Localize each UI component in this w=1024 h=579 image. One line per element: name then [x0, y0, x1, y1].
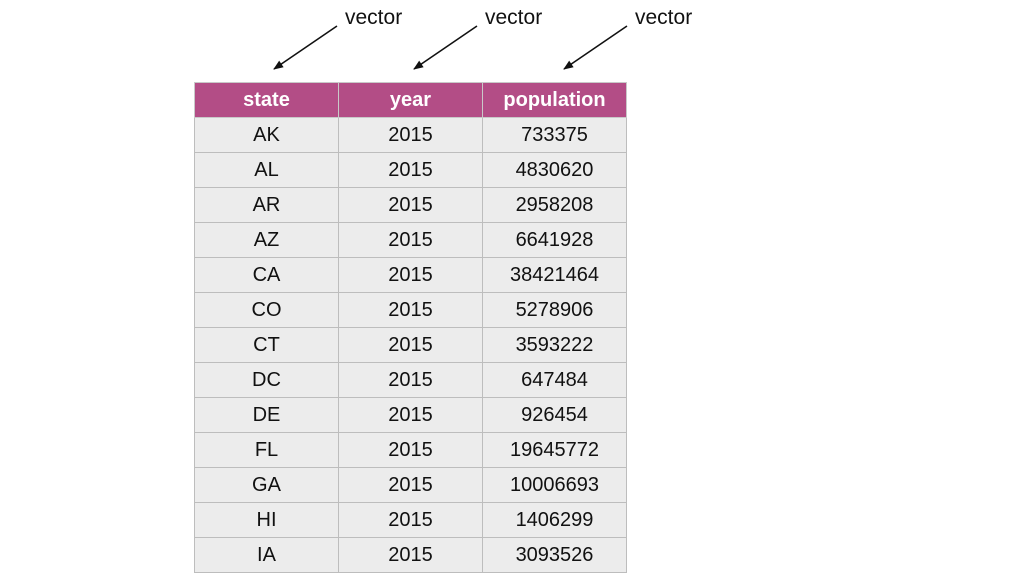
cell-population: 3593222: [482, 327, 627, 363]
table-row: FL 2015 19645772: [194, 432, 627, 468]
cell-population: 4830620: [482, 152, 627, 188]
cell-year: 2015: [338, 537, 483, 573]
cell-population: 1406299: [482, 502, 627, 538]
cell-state: HI: [194, 502, 339, 538]
cell-population: 926454: [482, 397, 627, 433]
cell-population: 733375: [482, 117, 627, 153]
cell-population: 3093526: [482, 537, 627, 573]
column-header-state: state: [194, 82, 339, 118]
cell-state: CT: [194, 327, 339, 363]
cell-year: 2015: [338, 502, 483, 538]
table-row: GA 2015 10006693: [194, 467, 627, 503]
table-row: IA 2015 3093526: [194, 537, 627, 573]
table-row: CO 2015 5278906: [194, 292, 627, 328]
table-row: DE 2015 926454: [194, 397, 627, 433]
cell-population: 10006693: [482, 467, 627, 503]
cell-year: 2015: [338, 222, 483, 258]
cell-state: AR: [194, 187, 339, 223]
cell-year: 2015: [338, 117, 483, 153]
table-row: AL 2015 4830620: [194, 152, 627, 188]
cell-year: 2015: [338, 152, 483, 188]
data-frame-table: state year population AK 2015 733375 AL …: [194, 82, 627, 573]
cell-state: DC: [194, 362, 339, 398]
cell-year: 2015: [338, 327, 483, 363]
table-row: DC 2015 647484: [194, 362, 627, 398]
arrow-state: [273, 25, 338, 70]
cell-population: 19645772: [482, 432, 627, 468]
cell-year: 2015: [338, 257, 483, 293]
arrow-year: [413, 25, 478, 70]
cell-state: CA: [194, 257, 339, 293]
vector-label-state: vector: [345, 6, 403, 29]
cell-year: 2015: [338, 292, 483, 328]
table-row: AZ 2015 6641928: [194, 222, 627, 258]
cell-population: 5278906: [482, 292, 627, 328]
vector-label-population: vector: [635, 6, 693, 29]
vector-label-year: vector: [485, 6, 543, 29]
cell-year: 2015: [338, 397, 483, 433]
cell-population: 6641928: [482, 222, 627, 258]
cell-year: 2015: [338, 467, 483, 503]
cell-population: 38421464: [482, 257, 627, 293]
cell-state: AZ: [194, 222, 339, 258]
table-row: AK 2015 733375: [194, 117, 627, 153]
cell-state: CO: [194, 292, 339, 328]
cell-state: AL: [194, 152, 339, 188]
table-row: HI 2015 1406299: [194, 502, 627, 538]
table-row: CT 2015 3593222: [194, 327, 627, 363]
cell-state: DE: [194, 397, 339, 433]
cell-population: 2958208: [482, 187, 627, 223]
cell-year: 2015: [338, 432, 483, 468]
column-header-year: year: [338, 82, 483, 118]
cell-state: FL: [194, 432, 339, 468]
table-row: AR 2015 2958208: [194, 187, 627, 223]
arrow-population: [563, 25, 628, 70]
column-header-population: population: [482, 82, 627, 118]
cell-state: GA: [194, 467, 339, 503]
cell-state: AK: [194, 117, 339, 153]
cell-state: IA: [194, 537, 339, 573]
header-row: state year population: [194, 82, 627, 118]
cell-population: 647484: [482, 362, 627, 398]
cell-year: 2015: [338, 187, 483, 223]
cell-year: 2015: [338, 362, 483, 398]
table-row: CA 2015 38421464: [194, 257, 627, 293]
